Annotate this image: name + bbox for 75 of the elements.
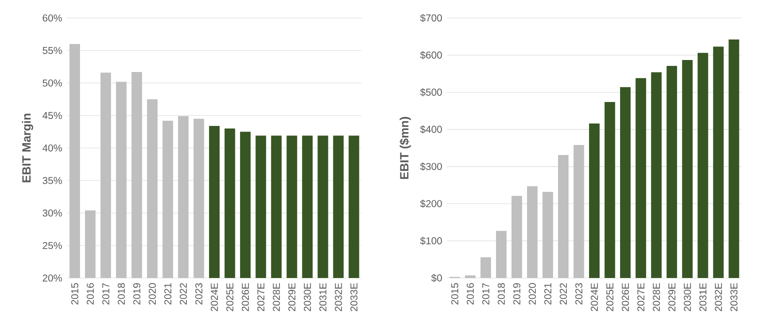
bar bbox=[682, 60, 693, 278]
x-tick-label: 2016 bbox=[466, 283, 474, 304]
bar bbox=[620, 87, 631, 278]
y-tick-label: 20% bbox=[42, 274, 62, 282]
bar bbox=[728, 40, 740, 278]
x-tick-label: 2027E bbox=[637, 283, 644, 312]
y-axis-title: EBIT Margin bbox=[22, 114, 34, 182]
x-tick-label: 2026E bbox=[242, 283, 249, 312]
x-tick-label: 2032E bbox=[714, 283, 722, 312]
x-tick-label: 2021 bbox=[544, 283, 552, 304]
x-tick-label: 2031E bbox=[699, 283, 706, 312]
x-tick-label: 2018 bbox=[498, 283, 505, 304]
bar bbox=[542, 192, 554, 278]
y-tick-label: 25% bbox=[42, 242, 62, 250]
y-tick-label: 50% bbox=[42, 79, 62, 87]
bar bbox=[464, 275, 476, 278]
x-tick-label: 2022 bbox=[560, 283, 567, 304]
bar bbox=[574, 145, 584, 278]
x-tick-label: 2022 bbox=[180, 283, 187, 304]
bar bbox=[713, 46, 724, 278]
x-tick-label: 2019 bbox=[133, 283, 140, 304]
x-tick-label: 2020 bbox=[148, 283, 156, 304]
bar bbox=[558, 155, 569, 278]
bar bbox=[604, 102, 616, 278]
x-tick-label: 2015 bbox=[71, 283, 78, 304]
x-tick-label: 2029E bbox=[288, 283, 296, 312]
x-tick-label: 2018 bbox=[118, 283, 125, 304]
x-tick-label: 2015 bbox=[451, 283, 458, 304]
x-tick-label: 2026E bbox=[622, 283, 629, 312]
x-tick-label: 2025E bbox=[226, 283, 234, 312]
bar bbox=[636, 78, 646, 278]
bar bbox=[496, 230, 507, 278]
x-tick-label: 2017 bbox=[102, 283, 110, 304]
x-tick-label: 2031E bbox=[319, 283, 326, 312]
y-tick-label: $0 bbox=[431, 274, 442, 282]
x-tick-label: 2025E bbox=[606, 283, 614, 312]
x-tick-label: 2021 bbox=[164, 283, 172, 304]
x-tick-label: 2030E bbox=[304, 283, 311, 312]
y-tick-label: 35% bbox=[42, 176, 62, 184]
y-tick-label: $100 bbox=[420, 236, 442, 245]
y-tick-label: $400 bbox=[420, 125, 442, 134]
x-tick-label: 2017 bbox=[482, 283, 490, 304]
x-tick-label: 2028E bbox=[272, 283, 280, 312]
y-tick-label: 45% bbox=[42, 112, 62, 120]
bar bbox=[589, 123, 600, 278]
x-tick-label: 2032E bbox=[334, 283, 342, 312]
x-tick-label: 2023 bbox=[195, 283, 202, 304]
x-tick-label: 2028E bbox=[652, 283, 660, 312]
x-tick-label: 2033E bbox=[730, 283, 738, 312]
y-axis-title: EBIT ($mn) bbox=[399, 116, 411, 179]
y-tick-label: $300 bbox=[420, 162, 442, 171]
bar bbox=[512, 196, 522, 278]
y-tick-label: $500 bbox=[420, 88, 442, 96]
x-tick-label: 2020 bbox=[528, 283, 536, 304]
x-tick-label: 2029E bbox=[668, 283, 676, 312]
y-tick-label: 60% bbox=[42, 14, 62, 22]
bar bbox=[666, 66, 678, 278]
y-tick-label: $700 bbox=[420, 14, 442, 22]
bar bbox=[698, 52, 708, 278]
y-tick-label: 40% bbox=[42, 144, 62, 152]
x-tick-label: 2033E bbox=[350, 283, 358, 312]
x-tick-label: 2019 bbox=[513, 283, 520, 304]
bar bbox=[480, 257, 492, 278]
x-tick-label: 2030E bbox=[684, 283, 691, 312]
x-tick-label: 2016 bbox=[86, 283, 94, 304]
y-tick-label: 55% bbox=[42, 46, 62, 54]
y-tick-label: $200 bbox=[420, 200, 442, 208]
bar bbox=[651, 72, 662, 278]
x-tick-label: 2023 bbox=[575, 283, 582, 304]
x-tick-label: 2024E bbox=[590, 283, 598, 312]
x-tick-label: 2024E bbox=[210, 283, 218, 312]
y-tick-label: $600 bbox=[420, 51, 442, 60]
y-tick-label: 30% bbox=[42, 209, 62, 217]
bar bbox=[527, 186, 538, 278]
x-tick-label: 2027E bbox=[257, 283, 264, 312]
